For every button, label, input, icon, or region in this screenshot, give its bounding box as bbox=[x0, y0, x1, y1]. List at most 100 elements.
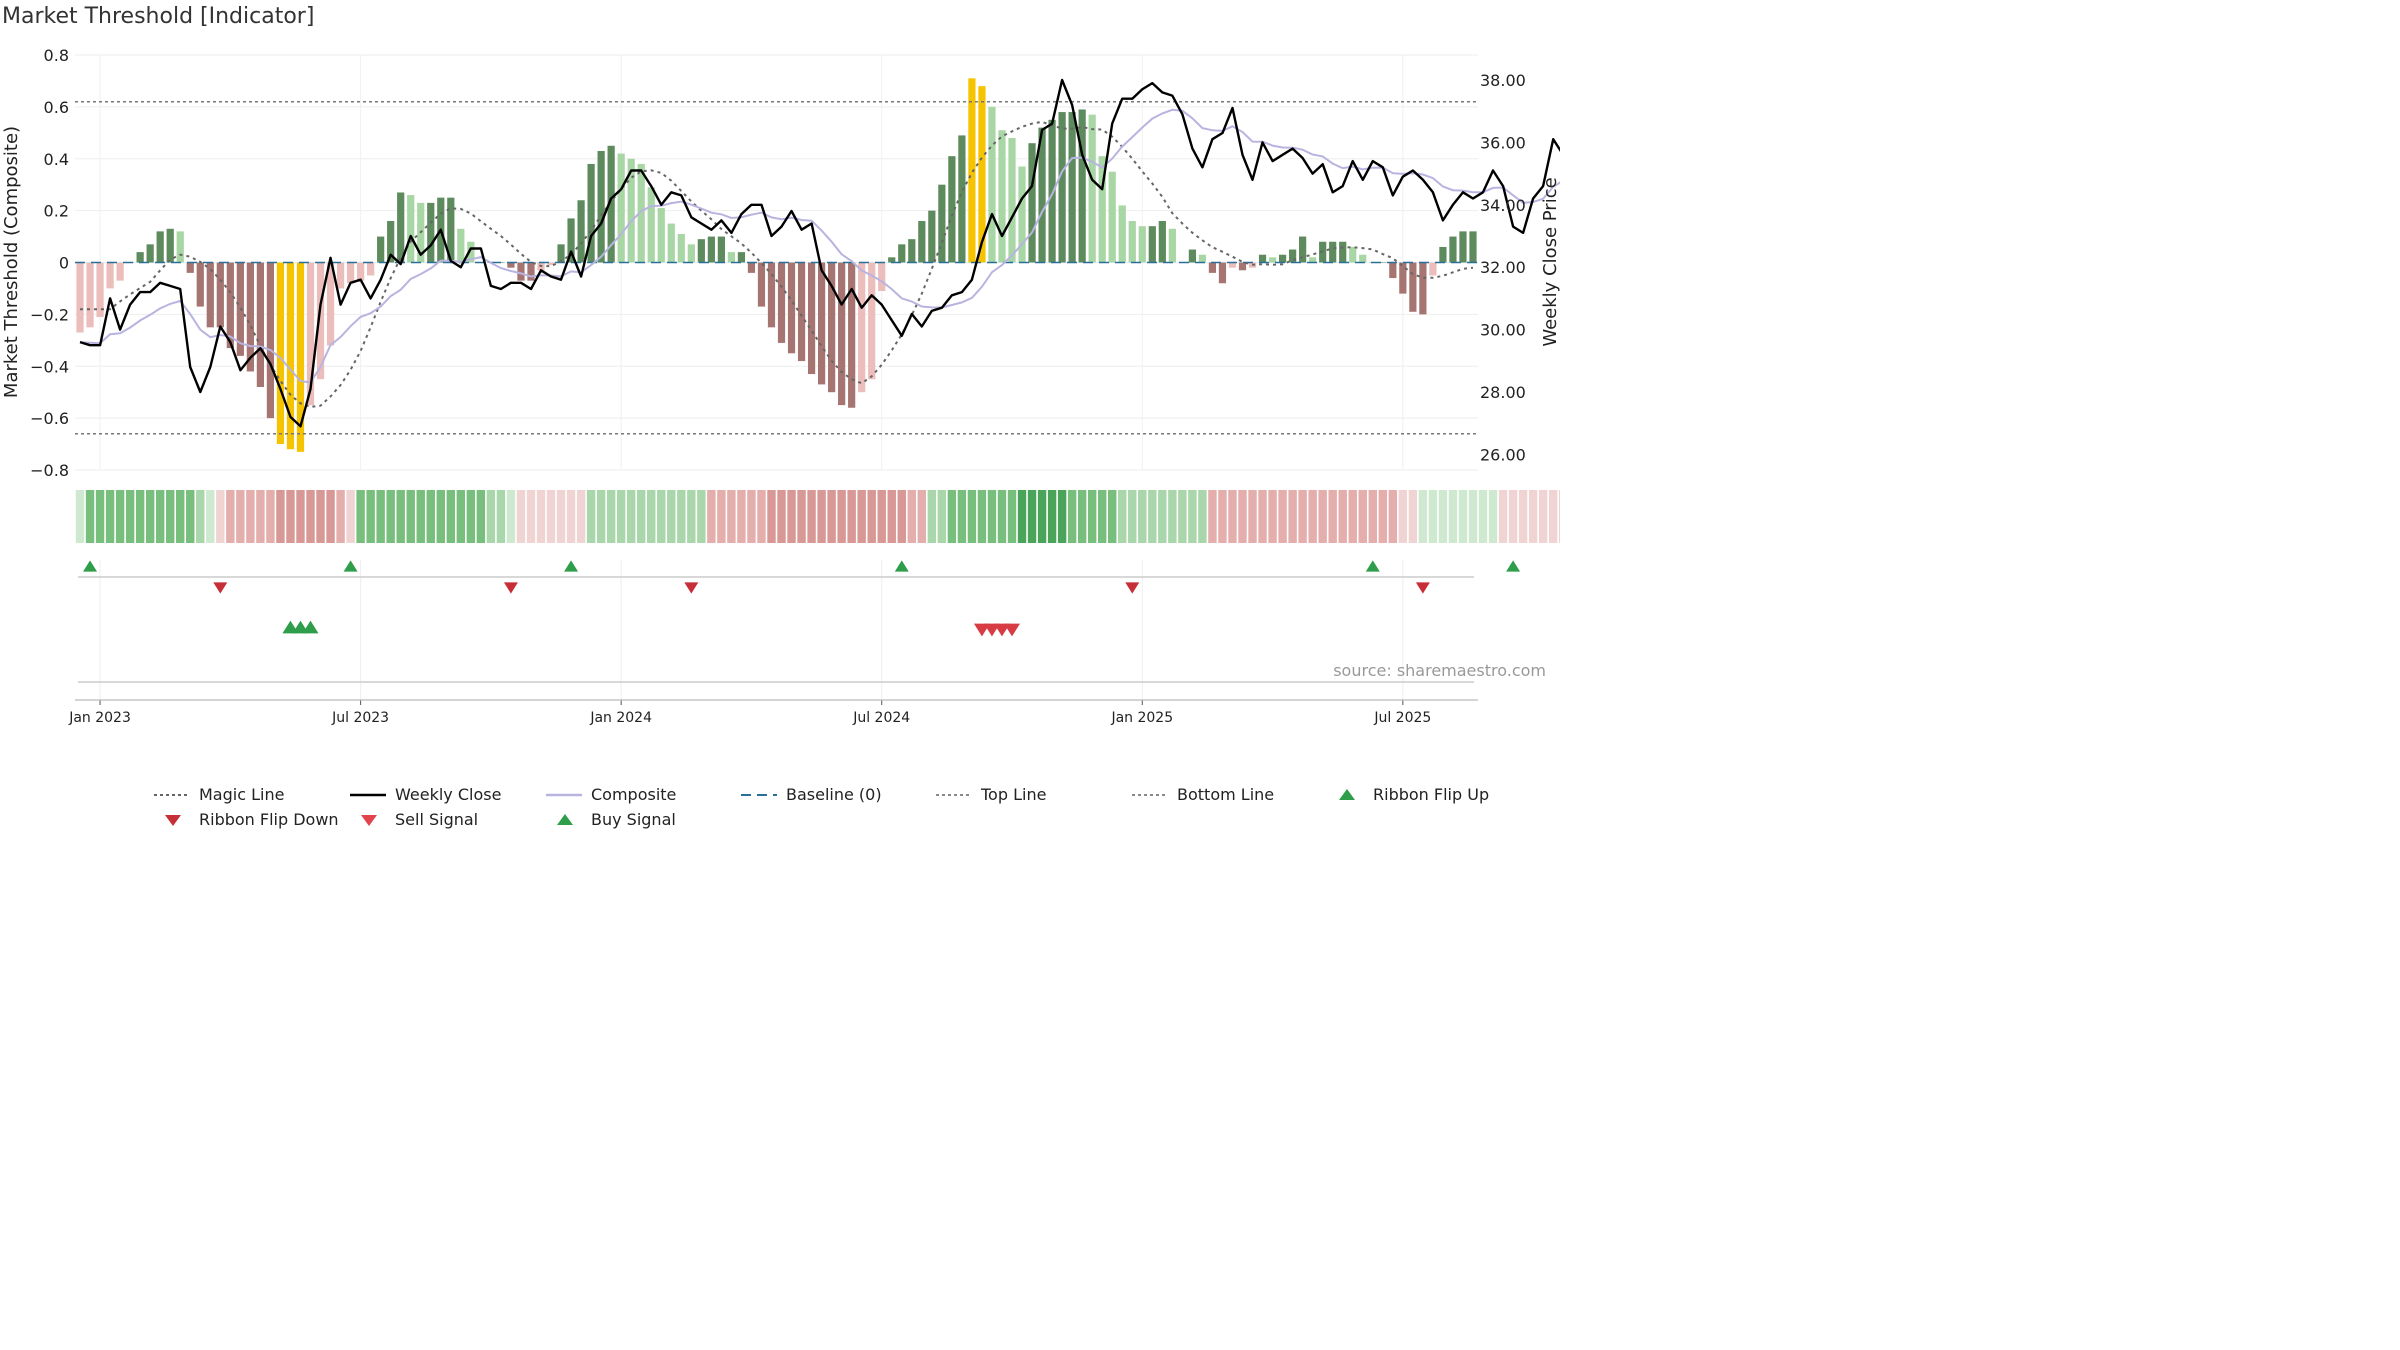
composite-bar bbox=[567, 218, 575, 263]
composite-bar bbox=[667, 223, 675, 263]
ribbon-segment bbox=[837, 490, 846, 543]
composite-bar bbox=[1288, 249, 1297, 263]
composite-bar bbox=[246, 262, 254, 372]
composite-bar bbox=[888, 257, 896, 263]
x-tick-label: Jan 2023 bbox=[68, 710, 131, 726]
composite-bar bbox=[1128, 221, 1136, 263]
composite-bar bbox=[858, 262, 866, 393]
composite-bar bbox=[1299, 236, 1307, 263]
composite-bar bbox=[687, 244, 695, 263]
composite-bar bbox=[427, 202, 435, 263]
x-tick-label: Jul 2023 bbox=[331, 710, 389, 726]
ribbon-segment bbox=[436, 490, 445, 543]
composite-bar bbox=[1138, 226, 1146, 263]
right-tick-label: 28.00 bbox=[1480, 383, 1526, 402]
ribbon-segment bbox=[386, 490, 395, 543]
ribbon-segment bbox=[647, 490, 656, 543]
source-note: source: sharemaestro.com bbox=[1333, 661, 1546, 680]
composite-bar bbox=[637, 163, 645, 263]
composite-bar bbox=[1068, 112, 1076, 263]
ribbon-flip-down-marker bbox=[1125, 582, 1140, 594]
ribbon-flip-down-marker bbox=[503, 582, 518, 594]
legend-label: Composite bbox=[591, 785, 677, 804]
left-tick-label: −0.6 bbox=[30, 409, 69, 428]
composite-bar bbox=[1118, 205, 1126, 263]
composite-bar bbox=[617, 153, 625, 263]
ribbon-segment bbox=[135, 490, 145, 543]
ribbon-flip-down-marker bbox=[684, 582, 699, 594]
ribbon-segment bbox=[987, 490, 997, 543]
composite-bar bbox=[727, 252, 736, 263]
composite-bar bbox=[1349, 246, 1357, 263]
left-tick-label: 0.6 bbox=[44, 98, 69, 117]
composite-bar bbox=[777, 262, 786, 343]
ribbon-segment bbox=[1298, 490, 1307, 543]
buy-signal-marker bbox=[302, 620, 319, 634]
ribbon-segment bbox=[1478, 490, 1488, 543]
left-tick-label: 0.8 bbox=[44, 46, 69, 65]
ribbon-segment bbox=[867, 490, 876, 543]
ribbon-segment bbox=[516, 490, 526, 543]
sell-signal-marker bbox=[1004, 623, 1021, 637]
ribbon-flip-down-marker bbox=[213, 582, 228, 594]
composite-bar bbox=[136, 252, 144, 263]
composite-bar bbox=[1008, 138, 1016, 263]
ribbon-segment bbox=[396, 490, 405, 543]
composite-bar bbox=[1058, 112, 1066, 263]
composite-bar bbox=[1238, 262, 1247, 271]
ribbon-segment bbox=[1328, 490, 1337, 543]
ribbon-segment bbox=[1198, 490, 1207, 543]
ribbon-segment bbox=[1378, 490, 1388, 543]
ribbon-segment bbox=[1037, 490, 1047, 543]
legend-item: Ribbon Flip Down bbox=[153, 810, 339, 829]
composite-bar bbox=[1208, 262, 1217, 273]
ribbon-segment bbox=[276, 490, 285, 543]
composite-bar bbox=[296, 262, 305, 452]
composite-bar bbox=[156, 231, 164, 263]
ribbon-segment bbox=[1488, 490, 1498, 543]
ribbon-segment bbox=[1288, 490, 1297, 543]
ribbon-segment bbox=[145, 490, 155, 543]
composite-bar bbox=[1419, 262, 1427, 315]
ribbon-segment bbox=[1047, 490, 1057, 543]
composite-bar bbox=[86, 262, 94, 328]
right-tick-label: 32.00 bbox=[1480, 258, 1526, 277]
ribbon-segment bbox=[1268, 490, 1277, 543]
ribbon-segment bbox=[426, 490, 435, 543]
ribbon-segment bbox=[1308, 490, 1317, 543]
legend-item: Ribbon Flip Up bbox=[1327, 785, 1489, 804]
ribbon-segment bbox=[416, 490, 425, 543]
legend-label: Ribbon Flip Up bbox=[1373, 785, 1490, 804]
ribbon-segment bbox=[1498, 490, 1508, 543]
composite-bar bbox=[276, 262, 285, 445]
composite-bar bbox=[607, 145, 615, 263]
composite-bar bbox=[988, 106, 996, 263]
legend-label: Baseline (0) bbox=[786, 785, 882, 804]
composite-bar bbox=[1218, 262, 1227, 284]
left-tick-label: −0.4 bbox=[30, 357, 69, 376]
composite-bar bbox=[517, 262, 525, 281]
ribbon-segment bbox=[296, 490, 305, 543]
ribbon-segment bbox=[677, 490, 686, 543]
ribbon-segment bbox=[1528, 490, 1538, 543]
legend-symbol bbox=[740, 787, 780, 803]
composite-bar bbox=[597, 150, 605, 263]
ribbon-segment bbox=[406, 490, 415, 543]
ribbon-segment bbox=[266, 490, 275, 543]
ribbon-segment bbox=[637, 490, 646, 543]
composite-bar bbox=[467, 241, 475, 263]
composite-bar bbox=[326, 262, 335, 346]
ribbon-segment bbox=[1348, 490, 1357, 543]
composite-bar bbox=[146, 244, 154, 263]
composite-bar bbox=[968, 78, 976, 263]
ribbon-segment bbox=[206, 490, 215, 543]
ribbon-segment bbox=[737, 490, 746, 543]
ribbon-flip-up-marker bbox=[894, 560, 909, 572]
ribbon-segment bbox=[446, 490, 456, 543]
buy-signal-marker bbox=[282, 620, 299, 634]
left-axis-label: Market Threshold (Composite) bbox=[1, 126, 22, 398]
ribbon-segment bbox=[176, 490, 185, 543]
legend-item: Weekly Close bbox=[349, 785, 501, 804]
composite-bar bbox=[958, 135, 966, 263]
composite-line bbox=[79, 108, 1560, 384]
